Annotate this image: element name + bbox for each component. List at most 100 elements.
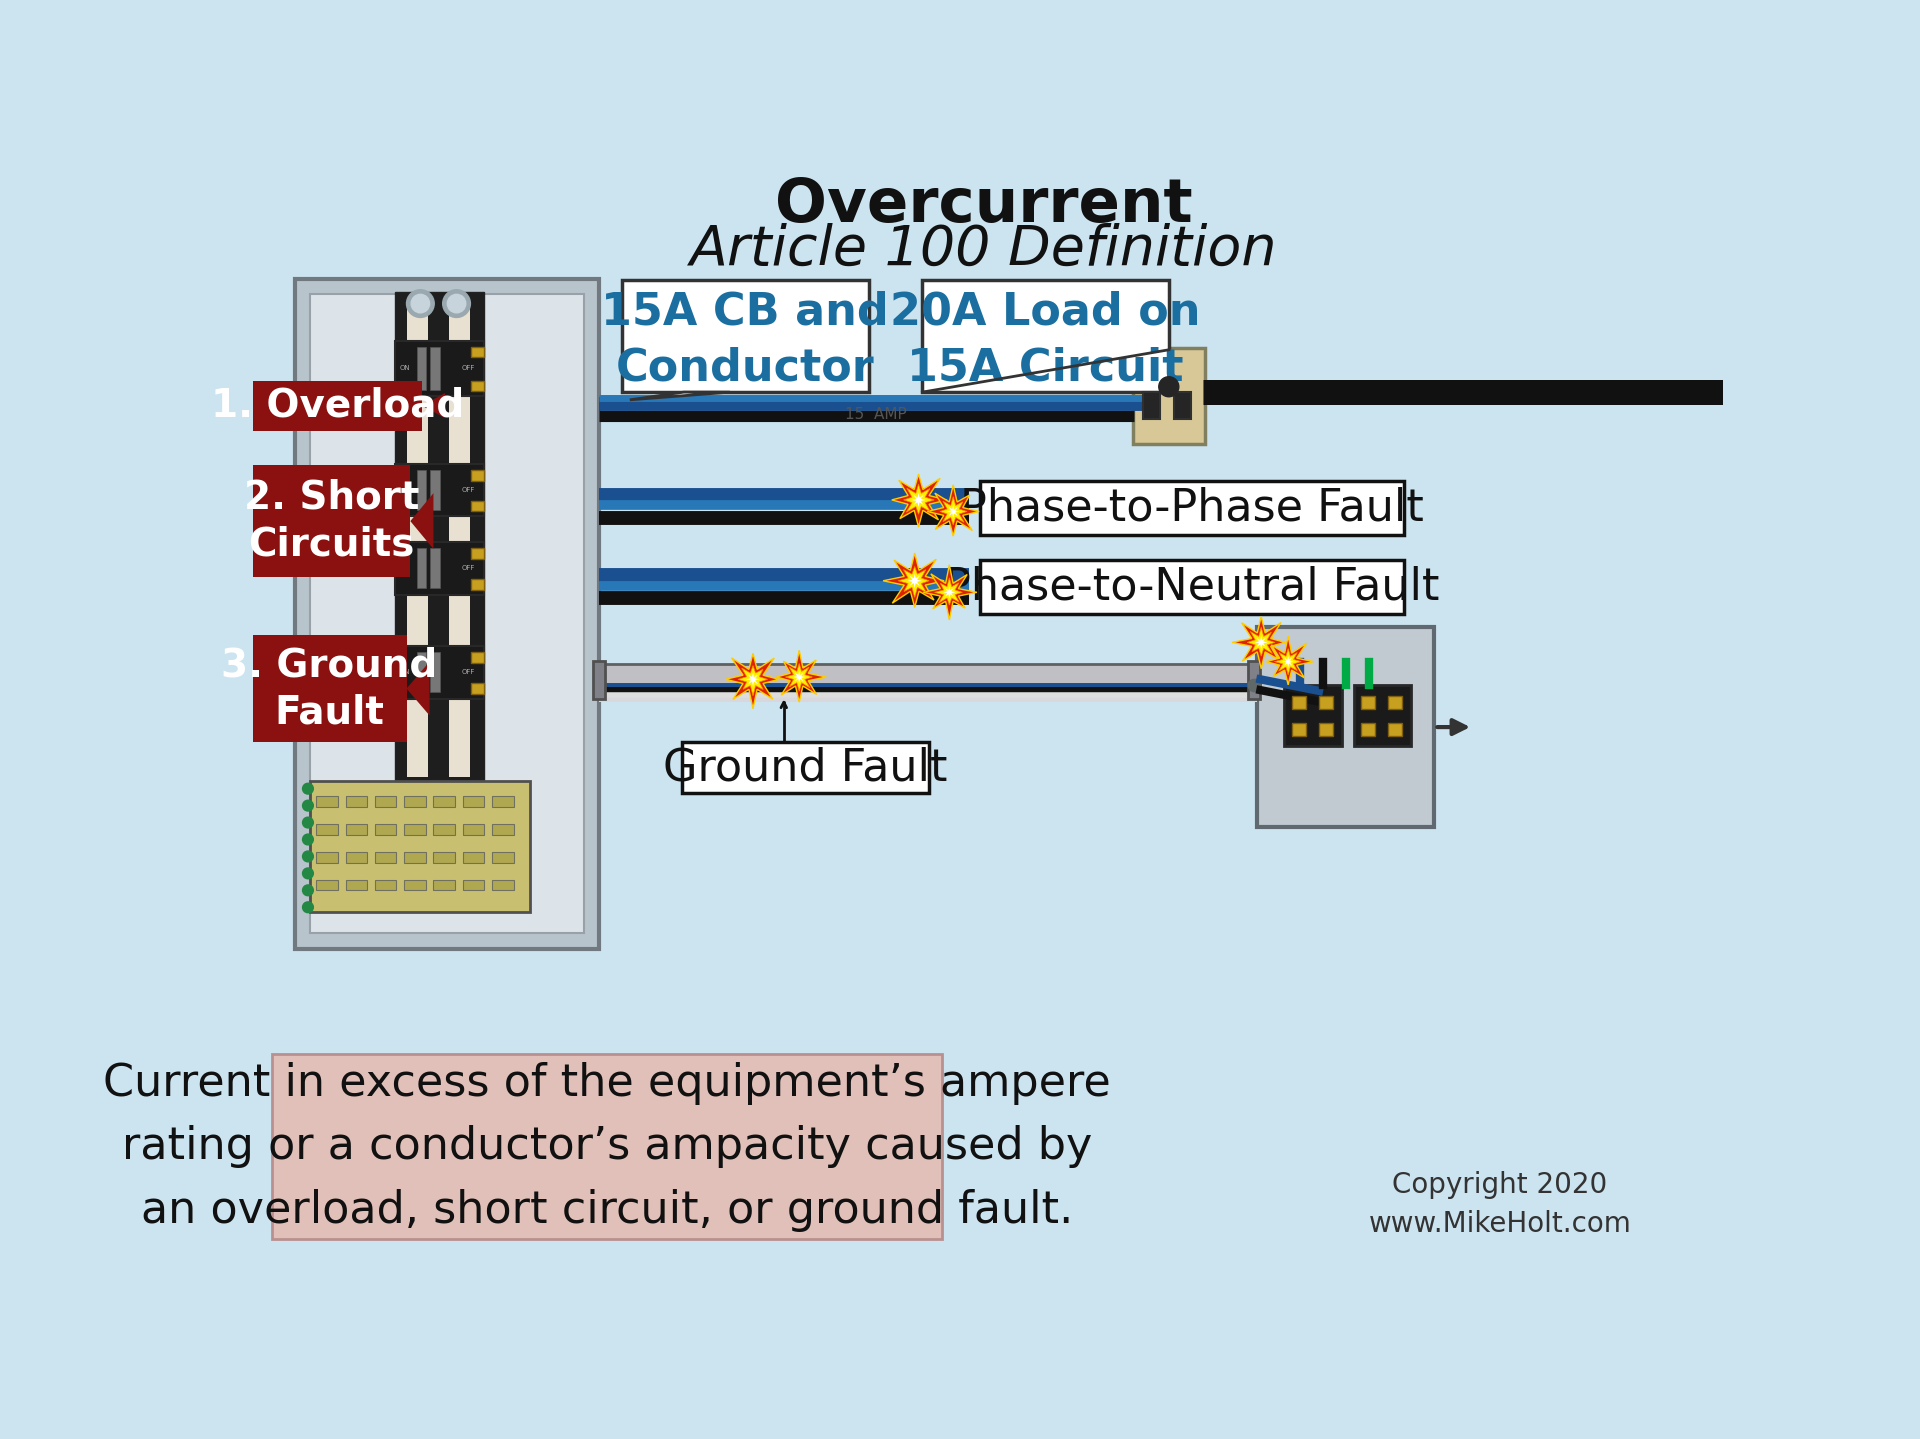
Text: OFF: OFF (461, 366, 474, 371)
Polygon shape (912, 492, 925, 507)
Polygon shape (891, 473, 947, 527)
FancyBboxPatch shape (430, 347, 440, 390)
FancyBboxPatch shape (417, 652, 426, 692)
Polygon shape (883, 553, 945, 607)
Polygon shape (747, 672, 760, 686)
Polygon shape (1283, 656, 1294, 668)
FancyBboxPatch shape (470, 347, 484, 357)
FancyBboxPatch shape (1284, 685, 1342, 747)
FancyBboxPatch shape (296, 279, 599, 948)
Text: 2. Short
Circuits: 2. Short Circuits (244, 479, 419, 564)
FancyBboxPatch shape (273, 1055, 941, 1239)
FancyBboxPatch shape (1388, 724, 1402, 735)
FancyBboxPatch shape (317, 879, 338, 891)
Circle shape (447, 295, 467, 312)
FancyBboxPatch shape (1361, 724, 1375, 735)
FancyBboxPatch shape (1361, 696, 1375, 708)
FancyBboxPatch shape (1388, 696, 1402, 708)
FancyBboxPatch shape (463, 852, 484, 862)
FancyBboxPatch shape (593, 661, 605, 699)
Circle shape (303, 835, 313, 845)
Polygon shape (630, 393, 730, 400)
FancyBboxPatch shape (599, 663, 1258, 696)
FancyBboxPatch shape (374, 852, 397, 862)
FancyBboxPatch shape (492, 825, 513, 835)
Text: OFF: OFF (461, 669, 474, 675)
FancyBboxPatch shape (492, 852, 513, 862)
FancyBboxPatch shape (622, 281, 868, 393)
FancyBboxPatch shape (979, 481, 1404, 534)
Circle shape (407, 289, 434, 318)
FancyBboxPatch shape (449, 299, 470, 777)
Circle shape (303, 800, 313, 812)
Circle shape (303, 885, 313, 895)
Circle shape (444, 289, 470, 318)
Polygon shape (785, 663, 812, 691)
FancyBboxPatch shape (374, 879, 397, 891)
Polygon shape (411, 494, 434, 550)
Text: 20A Load on
15A Circuit: 20A Load on 15A Circuit (891, 291, 1200, 390)
FancyBboxPatch shape (470, 548, 484, 560)
Text: Article 100 Definition: Article 100 Definition (691, 223, 1277, 276)
FancyBboxPatch shape (1319, 696, 1332, 708)
Polygon shape (1256, 636, 1267, 649)
Polygon shape (924, 564, 977, 620)
FancyBboxPatch shape (396, 292, 484, 784)
Polygon shape (947, 505, 960, 518)
FancyBboxPatch shape (407, 299, 428, 777)
Polygon shape (899, 567, 929, 597)
Text: ON: ON (399, 669, 411, 675)
Text: Ground Fault: Ground Fault (662, 745, 948, 789)
FancyBboxPatch shape (405, 879, 426, 891)
FancyBboxPatch shape (979, 560, 1404, 614)
FancyBboxPatch shape (1292, 696, 1306, 708)
Polygon shape (1265, 636, 1313, 685)
Polygon shape (908, 574, 922, 589)
Circle shape (303, 850, 313, 862)
FancyBboxPatch shape (346, 825, 367, 835)
Polygon shape (793, 671, 804, 684)
Polygon shape (407, 662, 430, 715)
Polygon shape (726, 653, 780, 708)
Text: ON: ON (399, 566, 411, 571)
Text: 3. Ground
Fault: 3. Ground Fault (221, 646, 438, 731)
FancyBboxPatch shape (434, 852, 455, 862)
Polygon shape (904, 484, 935, 514)
FancyBboxPatch shape (430, 652, 440, 692)
FancyBboxPatch shape (682, 743, 929, 793)
FancyBboxPatch shape (253, 635, 407, 743)
Polygon shape (927, 485, 979, 537)
FancyBboxPatch shape (311, 295, 584, 934)
Text: Current in excess of the equipment’s ampere
rating or a conductor’s ampacity cau: Current in excess of the equipment’s amp… (104, 1062, 1110, 1232)
FancyBboxPatch shape (1248, 661, 1260, 699)
Polygon shape (776, 650, 826, 702)
Polygon shape (422, 393, 445, 419)
FancyBboxPatch shape (346, 852, 367, 862)
FancyBboxPatch shape (405, 852, 426, 862)
FancyBboxPatch shape (417, 548, 426, 589)
FancyBboxPatch shape (405, 796, 426, 807)
Circle shape (303, 817, 313, 827)
FancyBboxPatch shape (434, 879, 455, 891)
FancyBboxPatch shape (317, 796, 338, 807)
FancyBboxPatch shape (434, 796, 455, 807)
FancyBboxPatch shape (374, 825, 397, 835)
Text: 15  AMP: 15 AMP (845, 407, 906, 422)
FancyBboxPatch shape (1175, 393, 1190, 419)
FancyBboxPatch shape (417, 471, 426, 509)
FancyBboxPatch shape (1144, 393, 1160, 419)
FancyBboxPatch shape (405, 825, 426, 835)
Text: OFF: OFF (461, 486, 474, 494)
FancyBboxPatch shape (922, 281, 1169, 393)
Circle shape (303, 783, 313, 794)
FancyBboxPatch shape (463, 879, 484, 891)
FancyBboxPatch shape (374, 796, 397, 807)
Text: ON: ON (399, 366, 411, 371)
FancyBboxPatch shape (396, 646, 484, 698)
FancyBboxPatch shape (463, 796, 484, 807)
Polygon shape (1248, 627, 1275, 656)
FancyBboxPatch shape (417, 347, 426, 390)
FancyBboxPatch shape (1133, 348, 1206, 443)
FancyBboxPatch shape (396, 543, 484, 594)
Text: OFF: OFF (461, 566, 474, 571)
